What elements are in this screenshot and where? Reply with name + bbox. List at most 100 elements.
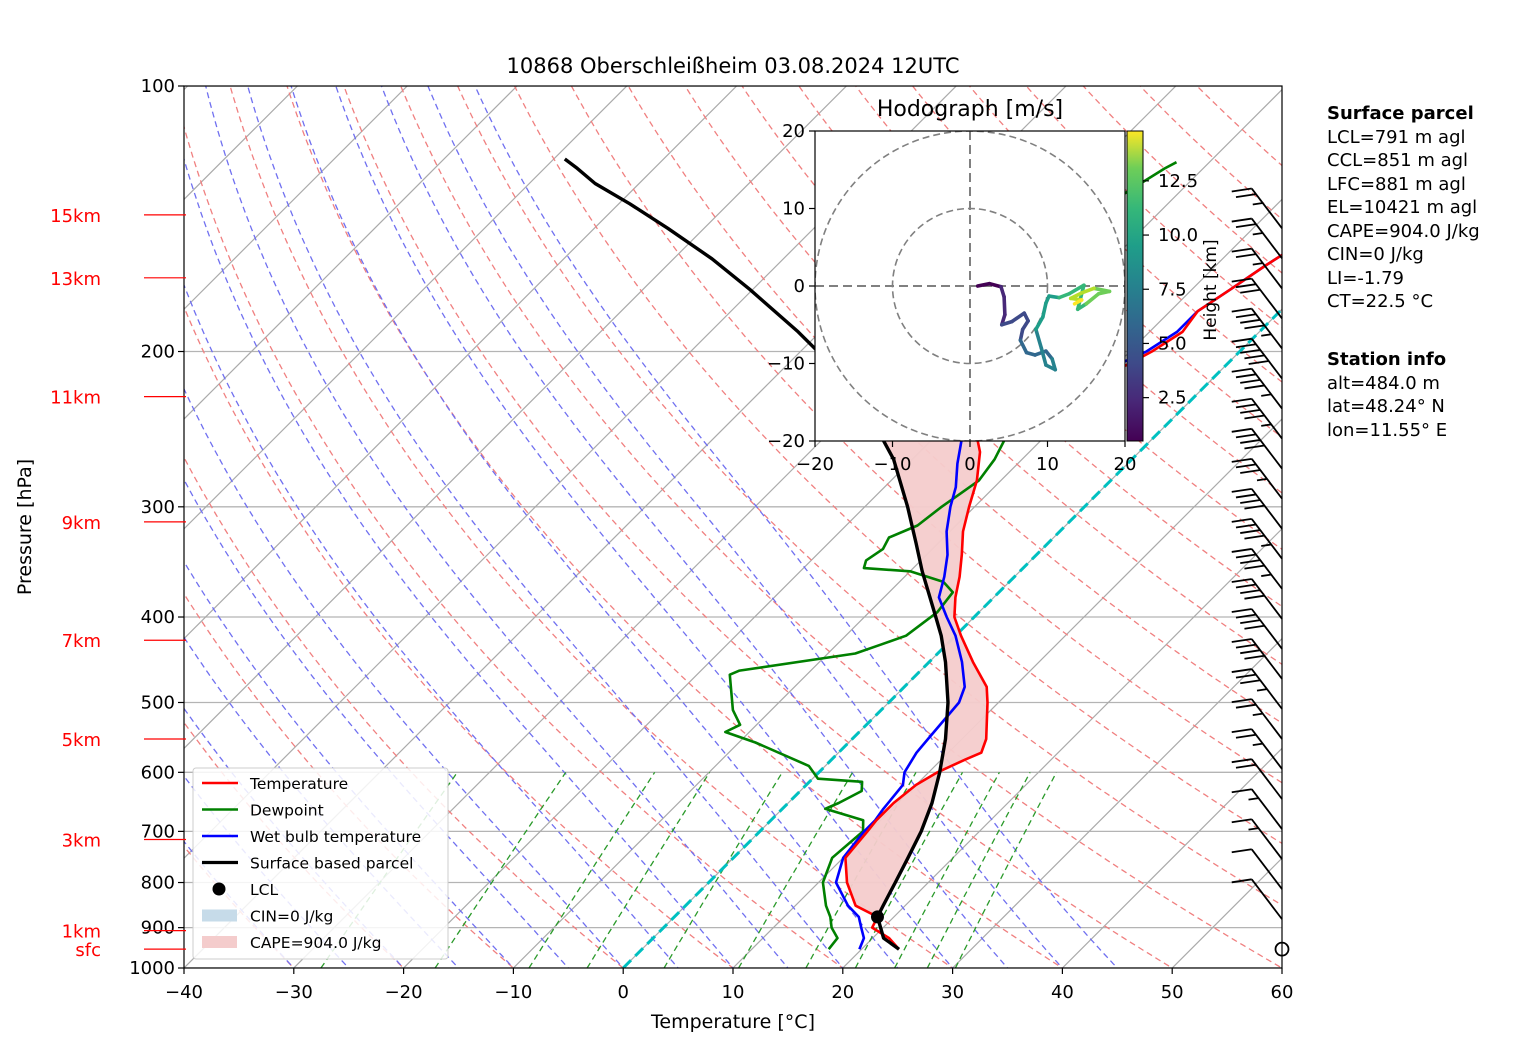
legend: Temperature Dewpoint Wet bulb temperature S… — [192, 767, 449, 960]
parcel-li: LI=-1.79 — [1327, 267, 1404, 289]
barb-staff — [1251, 338, 1283, 380]
hodograph-segment — [1067, 283, 1086, 296]
hodograph-segment — [1002, 295, 1007, 317]
y-tick-label: 100 — [141, 76, 175, 97]
isotherm — [1061, 747, 1282, 968]
wind-barb — [1231, 758, 1283, 800]
moist-adiabat — [184, 478, 570, 968]
x-tick-label: 60 — [1271, 982, 1294, 1003]
barb-full — [1235, 403, 1257, 409]
mixing-ratio-line — [926, 771, 1031, 968]
barb-half — [1252, 202, 1263, 206]
isotherm — [184, 86, 409, 311]
barb-half — [1252, 742, 1263, 747]
legend-label: Wet bulb temperature — [250, 828, 421, 846]
hodograph-segment — [1034, 327, 1044, 350]
barb-staff — [1251, 278, 1283, 319]
barb-half — [1261, 573, 1272, 577]
hodograph-segment — [1092, 286, 1112, 294]
freezing-isotherm — [622, 307, 1282, 968]
dry-adiabat — [684, 86, 1282, 666]
dry-adiabat — [854, 86, 1282, 494]
mixing-ratio-line — [528, 771, 656, 968]
height-label: 3km — [62, 830, 101, 851]
mixing-ratio-line — [586, 771, 711, 968]
barb-staff — [1251, 818, 1283, 860]
hodo-x-tick-label: 20 — [1114, 454, 1137, 475]
x-tick-label: −10 — [494, 982, 532, 1003]
parcel-line — [563, 157, 950, 951]
dry-adiabat — [400, 86, 1282, 968]
isotherm — [184, 86, 628, 530]
barb-staff — [1251, 187, 1283, 229]
barb-full — [1235, 733, 1257, 739]
wind-barb — [1231, 638, 1283, 680]
barb-half — [1248, 827, 1259, 831]
barb-full — [1231, 187, 1252, 193]
cape-area — [845, 414, 988, 917]
moist-adiabat — [184, 560, 515, 968]
wind-barb — [1231, 217, 1283, 259]
barb-full — [1235, 433, 1257, 439]
height-label: 11km — [50, 388, 101, 409]
colorbar-label: Height [km] — [1201, 239, 1221, 340]
barb-full — [1244, 504, 1265, 510]
barb-full — [1235, 643, 1257, 649]
y-tick-label: 1000 — [129, 958, 175, 979]
hodograph-segment — [1072, 298, 1084, 306]
y-tick-label: 600 — [141, 762, 175, 783]
barb-staff — [1251, 608, 1283, 650]
surface-parcel-heading: Surface parcel — [1327, 103, 1474, 124]
height-label: 1km — [62, 922, 101, 943]
wind-barb — [1231, 818, 1283, 860]
barb-full — [1231, 337, 1252, 343]
y-tick-label: 200 — [141, 342, 175, 363]
barb-half — [1256, 688, 1268, 692]
barb-full — [1240, 348, 1261, 354]
barb-full — [1231, 548, 1252, 553]
mixing-ratio-line — [434, 771, 567, 968]
colorbar-tick-label: 12.5 — [1158, 171, 1198, 192]
height-label: sfc — [75, 940, 101, 961]
legend-box — [192, 767, 449, 960]
y-axis-label: Pressure [hPa] — [14, 459, 36, 595]
barb-staff — [1251, 728, 1283, 770]
wind-barb — [1231, 247, 1283, 289]
wind-barb — [1231, 578, 1283, 620]
hodograph-title: Hodograph [m/s] — [877, 97, 1063, 122]
station-info-panel: Station info alt=484.0 m lat=48.24° N lo… — [1327, 348, 1447, 442]
barb-staff — [1251, 518, 1283, 560]
colorbar-tick-label: 7.5 — [1158, 279, 1187, 300]
barb-full — [1231, 427, 1252, 433]
wind-barb — [1231, 608, 1283, 650]
barb-half — [1261, 393, 1272, 397]
wind-barb — [1231, 187, 1283, 229]
wind-barb — [1231, 698, 1283, 740]
wetbulb-line — [834, 253, 1282, 950]
wind-barb — [1231, 337, 1283, 380]
barb-full — [1231, 728, 1252, 734]
barb-full — [1231, 397, 1252, 403]
moist-adiabat — [335, 86, 954, 968]
y-tick-label: 700 — [141, 821, 175, 842]
hodograph-segment — [1034, 315, 1045, 332]
isotherm — [184, 86, 848, 750]
moist-adiabat — [380, 86, 1009, 968]
temperature-line — [844, 253, 1282, 951]
hodograph: Hodograph [m/s] −20−20 −10 −10 0 0 10 10 20 20 2… — [767, 97, 1221, 475]
barb-half — [1252, 712, 1263, 716]
barb-full — [1240, 559, 1261, 564]
x-tick-label: 30 — [941, 982, 964, 1003]
hodo-y-tick-label: −10 — [767, 354, 805, 375]
barb-full — [1240, 439, 1261, 444]
legend-label: Dewpoint — [250, 802, 324, 820]
barb-staff — [1251, 878, 1283, 920]
barb-full — [1231, 217, 1252, 223]
barb-staff — [1251, 488, 1283, 530]
barb-half — [1261, 333, 1272, 337]
moist-adiabat — [474, 86, 1119, 968]
hodo-y-tick-label: −20 — [767, 431, 805, 452]
barb-full — [1235, 283, 1257, 289]
x-tick-label: 0 — [617, 982, 628, 1003]
hodograph-segment — [1018, 338, 1029, 355]
